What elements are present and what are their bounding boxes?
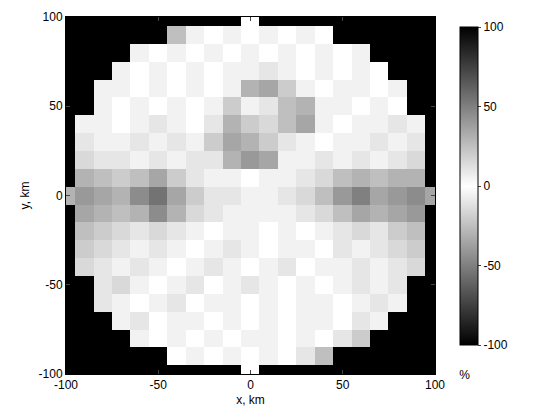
svg-text:50: 50 bbox=[336, 378, 350, 392]
svg-text:%: % bbox=[459, 368, 470, 382]
svg-text:0: 0 bbox=[483, 179, 490, 193]
svg-text:50: 50 bbox=[483, 100, 497, 114]
svg-text:y, km: y, km bbox=[18, 182, 32, 210]
svg-text:-100: -100 bbox=[39, 367, 63, 381]
svg-text:0: 0 bbox=[247, 378, 254, 392]
svg-text:100: 100 bbox=[483, 20, 503, 34]
svg-text:100: 100 bbox=[43, 10, 63, 24]
svg-text:50: 50 bbox=[49, 99, 63, 113]
svg-text:0: 0 bbox=[56, 189, 63, 203]
svg-text:-100: -100 bbox=[483, 338, 507, 352]
svg-text:-100: -100 bbox=[54, 378, 78, 392]
svg-text:x, km: x, km bbox=[236, 393, 265, 407]
svg-text:-50: -50 bbox=[150, 378, 168, 392]
svg-text:100: 100 bbox=[425, 378, 445, 392]
svg-text:-50: -50 bbox=[45, 278, 63, 292]
svg-text:-50: -50 bbox=[483, 259, 501, 273]
